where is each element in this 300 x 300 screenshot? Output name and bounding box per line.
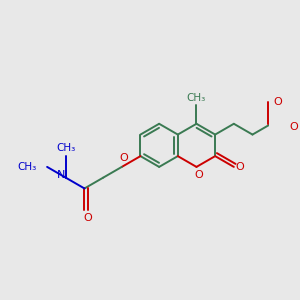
Text: O: O <box>83 213 92 223</box>
Text: O: O <box>194 170 203 180</box>
Text: O: O <box>289 122 298 132</box>
Text: N: N <box>57 169 65 180</box>
Text: O: O <box>273 97 282 107</box>
Text: CH₃: CH₃ <box>17 162 36 172</box>
Text: O: O <box>236 162 244 172</box>
Text: CH₃: CH₃ <box>56 143 75 153</box>
Text: O: O <box>120 153 128 164</box>
Text: CH₃: CH₃ <box>187 93 206 103</box>
